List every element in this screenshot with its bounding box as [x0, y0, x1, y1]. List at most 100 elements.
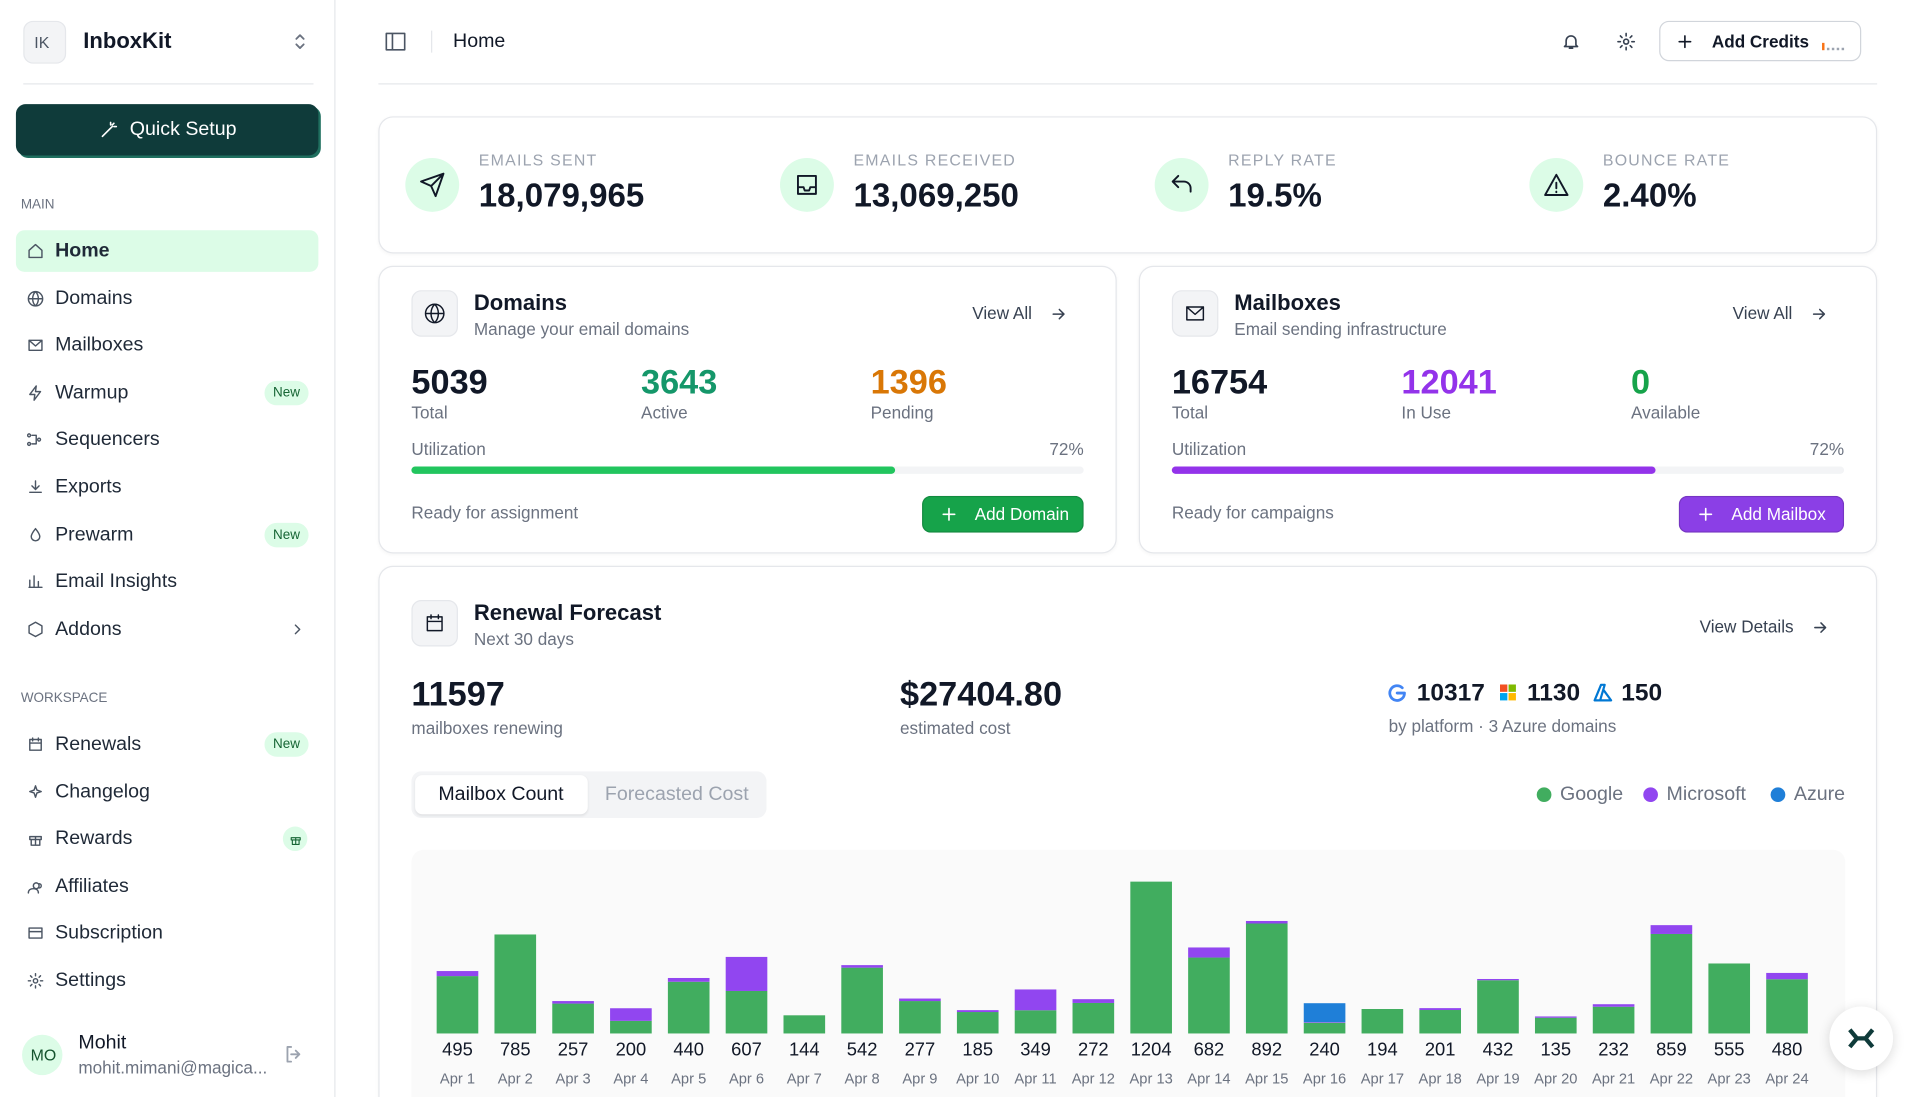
notifications [1563, 35, 1579, 49]
workspace-name: InboxKit [83, 28, 172, 53]
view-details-arrow-path [1813, 621, 1826, 633]
utilization-title: Utilization [1171, 439, 1247, 459]
credits-indicator [1841, 47, 1845, 51]
bar-total-label: 1204 [1131, 1039, 1172, 1060]
bar-segment [1188, 957, 1230, 1034]
nav-label: Email Insights [55, 571, 178, 593]
bar-segment [436, 976, 479, 1034]
nav-item[interactable] [15, 230, 319, 272]
legend-dot [1536, 787, 1552, 803]
sidebar-divider [23, 83, 314, 85]
add-credits-plus-path [1678, 35, 1692, 49]
addons-chevron-path [294, 624, 301, 635]
x-tick-label: Apr 3 [556, 1072, 591, 1088]
header-divider [378, 83, 1878, 85]
x-tick-label: Apr 4 [613, 1072, 648, 1088]
x-tick-label: Apr 23 [1708, 1072, 1751, 1088]
x-tick-label: Apr 22 [1650, 1072, 1693, 1088]
tab-label[interactable]: Forecasted Cost [604, 784, 749, 805]
bar-segment [1592, 1006, 1635, 1034]
card-icon-path [1186, 306, 1205, 321]
bar-segment [841, 965, 883, 968]
azure-logo-path [1593, 683, 1613, 702]
add-credits-label: Add Credits [1711, 31, 1809, 51]
bar-total-label: 232 [1598, 1039, 1629, 1060]
view-details-link[interactable]: View Details [1699, 616, 1794, 637]
nav-icon-path [27, 433, 42, 447]
bar-segment [1303, 1022, 1346, 1034]
x-tick-label: Apr 21 [1592, 1072, 1635, 1088]
view-all-link[interactable]: View All [972, 303, 1032, 323]
bar-segment [610, 1008, 652, 1021]
nav-icon [28, 243, 43, 259]
nav-icon [30, 527, 41, 542]
nav-icon [27, 972, 44, 989]
stat-icon-path [420, 172, 445, 198]
bar-total-label: 892 [1251, 1039, 1282, 1060]
x-tick-label: Apr 10 [956, 1072, 999, 1088]
nav-icon-path [28, 339, 43, 352]
stat-value: 13,069,250 [853, 177, 1019, 215]
help-icon [1848, 1028, 1875, 1049]
bar-segment [1650, 925, 1693, 934]
microsoft-logo-part [1500, 693, 1508, 701]
legend-dot [1770, 787, 1786, 803]
stat-icon-bg [780, 157, 834, 212]
bar-total-label: 542 [847, 1039, 878, 1060]
x-tick-label: Apr 18 [1419, 1072, 1462, 1088]
rewards-gift [290, 836, 301, 845]
bar-segment [725, 990, 768, 1034]
add-credits-button[interactable] [1659, 20, 1862, 62]
bar-total-label: 432 [1483, 1039, 1514, 1060]
nav-icon [28, 339, 43, 352]
x-tick-label: Apr 12 [1072, 1072, 1115, 1088]
utilization-label: 72% [1809, 439, 1845, 459]
bar-segment [552, 1001, 594, 1004]
bar-total-label: 859 [1656, 1039, 1687, 1060]
x-tick-label: Apr 8 [845, 1072, 880, 1088]
tab-label[interactable]: Mailbox Count [438, 784, 564, 805]
settings-path [1617, 32, 1636, 51]
quick-setup-button[interactable] [15, 104, 319, 156]
workspace-switch [295, 34, 305, 49]
nav-icon [28, 621, 43, 637]
bar-total-label: 440 [673, 1039, 704, 1060]
nav-label: Subscription [55, 923, 163, 944]
bar-segment [1534, 1016, 1577, 1018]
bar-segment [956, 1012, 999, 1034]
quick-setup-label: Quick Setup [129, 119, 237, 141]
bar-segment [1708, 963, 1751, 1034]
legend-label: Microsoft [1666, 784, 1747, 805]
bar-segment [1477, 978, 1519, 981]
nav-label: Rewards [55, 828, 133, 850]
stats-card [378, 116, 1878, 254]
renewal-icon-path [426, 614, 443, 632]
bar-segment [956, 1010, 999, 1013]
credits-indicator [1822, 42, 1825, 51]
nav-label: Affiliates [55, 875, 129, 897]
bar-segment [1650, 933, 1693, 1034]
stat-label: EMAILS SENT [478, 150, 598, 170]
settings [1617, 32, 1636, 51]
bar-total-label: 555 [1714, 1039, 1745, 1060]
bar-segment [1303, 1022, 1346, 1023]
bar-segment [1592, 1004, 1635, 1007]
card-subtitle: Email sending infrastructure [1234, 319, 1447, 339]
bar-total-label: 277 [905, 1039, 936, 1060]
x-tick-label: Apr 14 [1187, 1072, 1230, 1088]
platform-note: by platform · 3 Azure domains [1388, 715, 1617, 736]
view-all-link[interactable]: View All [1732, 303, 1793, 323]
bar-segment [1766, 979, 1808, 1034]
help-icon-path [1848, 1028, 1875, 1049]
nav-icon [27, 433, 42, 447]
nav-icon [29, 784, 42, 798]
bar-total-label: 135 [1540, 1039, 1571, 1060]
action-plus-path [1699, 507, 1713, 521]
sidebar [0, 0, 336, 1097]
stat-icon-path [797, 174, 817, 195]
nav-icon [29, 737, 42, 751]
bar-segment [1477, 980, 1519, 1034]
bar-segment [1245, 920, 1288, 924]
tab-active[interactable] [415, 775, 588, 815]
card-icon [1186, 306, 1205, 321]
